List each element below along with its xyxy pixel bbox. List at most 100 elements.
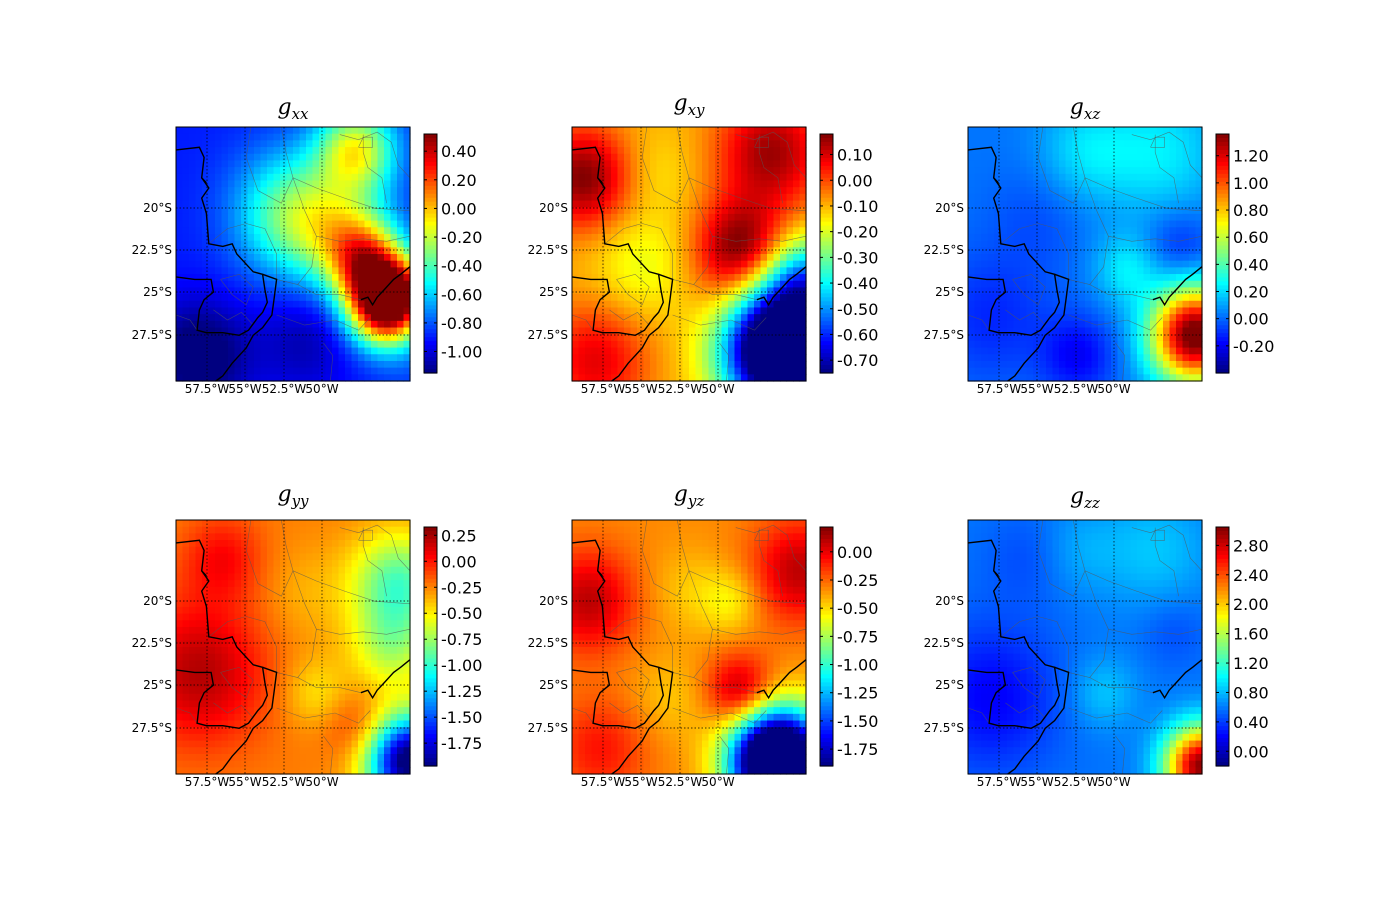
heatmap-cell [987,294,995,302]
heatmap-cell [1182,327,1190,335]
heatmap-cell [987,193,995,202]
state-border [641,126,690,204]
heatmap-cell [1091,220,1099,228]
heatmap-cell [234,294,242,302]
heatmap-cell [195,553,203,561]
heatmap-cell [1176,233,1184,242]
heatmap-cell [364,327,372,335]
heatmap-cell [598,167,606,175]
heatmap-cell [325,133,333,141]
heatmap-cell [721,294,729,302]
heatmap-cell [254,354,262,362]
heatmap-cell [624,280,632,289]
heatmap-cell [799,213,807,222]
heatmap-cell [1085,294,1093,302]
heatmap-cell [176,660,184,668]
heatmap-cell [1150,160,1158,168]
heatmap-cell [1026,274,1034,282]
heatmap-cell [1137,340,1145,349]
heatmap-cell [1065,307,1073,315]
heatmap-cell [656,267,664,275]
heatmap-cell [228,193,236,202]
heatmap-cell [630,193,638,202]
heatmap-cell [202,653,210,661]
heatmap-cell [747,267,755,275]
heatmap-cell [676,340,684,349]
heatmap-cell [1169,240,1177,248]
state-border [758,134,783,204]
heatmap-cell [1059,153,1067,162]
heatmap-cell [1195,220,1203,228]
heatmap-cell [247,600,255,608]
heatmap-cell [715,347,723,355]
heatmap-cell [1007,173,1015,182]
heatmap-cell [254,280,262,289]
heatmap-cell [1111,167,1119,175]
country-border [1007,273,1070,382]
heatmap-cell [176,180,184,188]
colorbar-segment [820,273,833,278]
colorbar-segment [1216,329,1229,334]
heatmap-cell [215,187,223,195]
heatmap-cell [968,213,976,222]
heatmap-cell [1059,160,1067,168]
heatmap-cell [1039,354,1047,362]
heatmap-cell [273,347,281,355]
heatmap-cell [974,360,982,369]
heatmap-cell [1000,233,1008,242]
heatmap-cell [182,360,190,369]
heatmap-cell [202,360,210,369]
heatmap-cell [195,167,203,175]
heatmap-cell [793,193,801,202]
heatmap-cell [663,334,671,342]
heatmap-cell [578,340,586,349]
heatmap-cell [611,227,619,235]
heatmap-cell [319,227,327,235]
heatmap-cell [345,374,353,382]
heatmap-cell [721,193,729,202]
colorbar-segment [424,141,437,147]
heatmap-cell [390,220,398,228]
heatmap-cell [799,193,807,202]
heatmap-cell [780,307,788,315]
heatmap-cell [1130,280,1138,289]
heatmap-cell [1104,133,1112,141]
heatmap-cell [1143,200,1151,208]
heatmap-cell [286,160,294,168]
heatmap-cell [715,160,723,168]
heatmap-cell [364,360,372,369]
heatmap-cell [384,314,392,322]
heatmap-cell [598,233,606,242]
heatmap-cell [1195,340,1203,349]
heatmap-cell [708,334,716,342]
colorbar-segment [424,261,437,267]
heatmap-cell [403,307,411,315]
heatmap-cell [228,260,236,268]
heatmap-cell [1150,320,1158,329]
colorbar-segment [424,213,437,219]
heatmap-cell [1182,260,1190,268]
heatmap-cell [786,294,794,302]
x-tick-label: 52.5°W [658,382,703,396]
heatmap-cell [228,247,236,255]
heatmap-cell [708,260,716,268]
heatmap-cell [611,247,619,255]
heatmap-cell [578,267,586,275]
heatmap-cell [390,287,398,295]
heatmap-cell [968,193,976,202]
heatmap-cell [968,300,976,309]
heatmap-cell [189,374,197,382]
heatmap-cell [1117,140,1125,148]
colorbar-segment [820,189,833,195]
heatmap-cell [241,586,249,595]
heatmap-cell [1130,334,1138,342]
heatmap-cell [195,173,203,182]
heatmap-cell [773,220,781,228]
heatmap-cell [384,354,392,362]
heatmap-cell [1111,127,1119,135]
heatmap-cell [1091,314,1099,322]
heatmap-cell [637,213,645,222]
colorbar-segment [1216,161,1229,167]
heatmap-cell [1033,340,1041,349]
heatmap-cell [306,140,314,148]
